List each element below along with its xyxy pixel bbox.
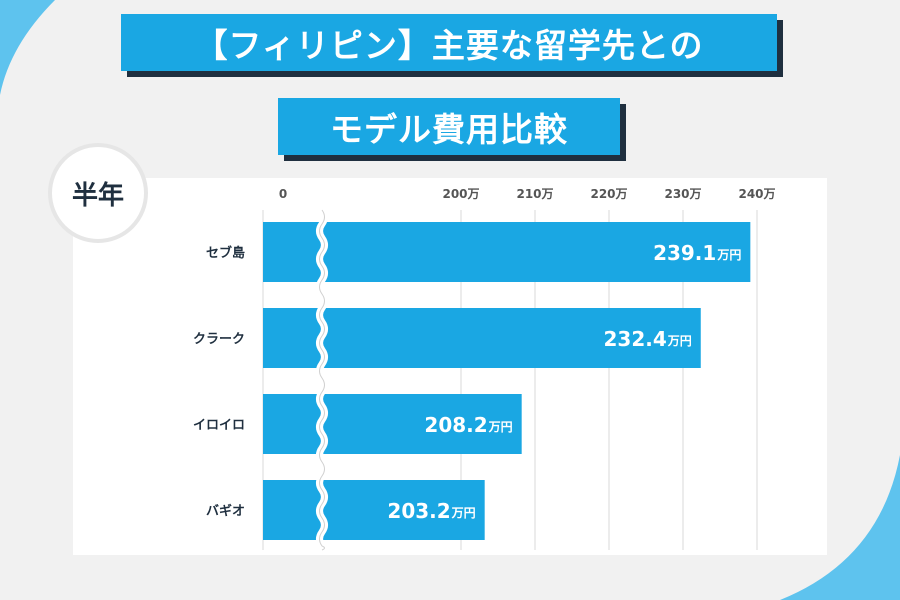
bar-value-label: 239.1 <box>653 241 716 265</box>
period-badge: 半年 <box>48 143 148 243</box>
category-label: バギオ <box>206 503 245 519</box>
arc-top-left-shape <box>0 0 55 95</box>
x-tick-label: 220万 <box>590 187 627 201</box>
bar <box>263 308 701 368</box>
bar-value-label: 208.2 <box>424 413 487 437</box>
bar-value-unit: 万円 <box>716 248 741 262</box>
axis-break-line <box>319 209 325 551</box>
x-tick-label: 0 <box>279 187 287 201</box>
bar-value-label: 203.2 <box>387 499 450 523</box>
bar-value-unit: 万円 <box>488 420 513 434</box>
bar <box>263 480 485 540</box>
bar-value-unit: 万円 <box>451 506 476 520</box>
category-label: イロイロ <box>193 418 245 433</box>
bar-value-label: 232.4 <box>603 327 666 351</box>
category-label: セブ島 <box>206 245 245 261</box>
bar <box>263 394 522 454</box>
x-tick-label: 230万 <box>664 187 701 201</box>
title-line-1: 【フィリピン】主要な留学先との <box>121 14 777 71</box>
arc-bottom-right-shape <box>780 455 900 600</box>
title-line-2: モデル費用比較 <box>278 98 620 155</box>
x-tick-label: 240万 <box>738 187 775 201</box>
bar <box>263 222 751 282</box>
bar-value-unit: 万円 <box>667 334 692 348</box>
category-label: クラーク <box>193 332 245 347</box>
x-tick-label: 200万 <box>442 187 479 201</box>
x-tick-label: 210万 <box>516 187 553 201</box>
